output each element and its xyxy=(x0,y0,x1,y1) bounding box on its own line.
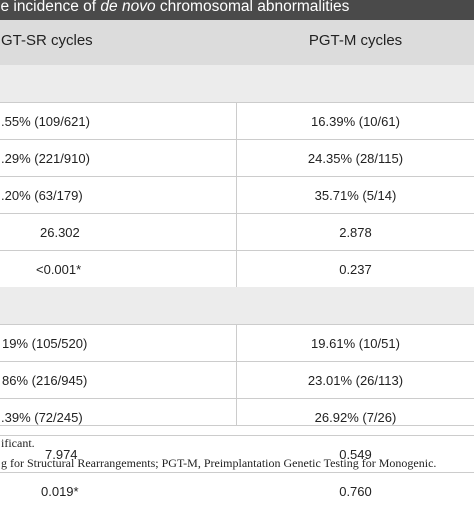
cell-pgt-sr: .39% (72/245) xyxy=(1,410,83,425)
cell-pgt-m: 0.237 xyxy=(339,262,372,277)
column-divider xyxy=(236,65,237,425)
cell-pgt-m: 26.92% (7/26) xyxy=(314,410,397,425)
cell-pgt-m: 0.549 xyxy=(339,447,372,462)
cell-pgt-m: 19.61% (10/51) xyxy=(311,336,400,351)
cell-pgt-m: 0.760 xyxy=(339,484,372,499)
header-pgt-m: PGT-M cycles xyxy=(308,32,403,49)
footnote-abbreviations: g for Structural Rearrangements; PGT-M, … xyxy=(1,456,437,470)
table-row: .20% (63/179) 35.71% (5/14) xyxy=(0,176,474,213)
cell-pgt-sr: 0.019* xyxy=(41,484,79,499)
cell-pgt-m: 2.878 xyxy=(339,225,372,240)
cell-pgt-sr: 7.974 xyxy=(45,447,78,462)
cell-pgt-sr: 86% (216/945) xyxy=(2,373,88,388)
table-header: GT-SR cycles PGT-M cycles xyxy=(0,20,474,65)
table-row: 0.019* 0.760 xyxy=(0,472,474,509)
table-row: <0.001* 0.237 xyxy=(0,250,474,287)
table-row: .39% (72/245) 26.92% (7/26) xyxy=(0,398,474,435)
title-italic: de novo xyxy=(100,0,156,15)
footnote-significance: ificant. xyxy=(1,436,35,450)
table-row: .29% (221/910) 24.35% (28/115) xyxy=(0,139,474,176)
table-body: .55% (109/621) 16.39% (10/61) .29% (221/… xyxy=(0,65,474,509)
table-row: 86% (216/945) 23.01% (26/113) xyxy=(0,361,474,398)
cell-pgt-m: 35.71% (5/14) xyxy=(314,188,397,203)
table-row: .55% (109/621) 16.39% (10/61) xyxy=(0,102,474,139)
cell-pgt-m: 16.39% (10/61) xyxy=(311,114,400,129)
title-suffix: chromosomal abnormalities xyxy=(155,0,350,15)
cell-pgt-sr: 19% (105/520) xyxy=(2,336,88,351)
header-pgt-sr: GT-SR cycles xyxy=(1,32,93,49)
section-header-row xyxy=(0,287,474,324)
table-title: ie incidence of de novo chromosomal abno… xyxy=(0,0,474,20)
cell-pgt-sr: .20% (63/179) xyxy=(1,188,83,203)
table-row: 7.974 0.549 xyxy=(0,435,474,472)
cell-pgt-sr: .29% (221/910) xyxy=(1,151,90,166)
title-prefix: ie incidence of xyxy=(0,0,101,15)
cell-pgt-sr: .55% (109/621) xyxy=(1,114,90,129)
section-header-row xyxy=(0,65,474,102)
cell-pgt-m: 24.35% (28/115) xyxy=(307,151,404,166)
cell-pgt-sr: 26.302 xyxy=(40,225,80,240)
table-footnotes: ificant. g for Structural Rearrangements… xyxy=(0,425,474,475)
cell-pgt-sr: <0.001* xyxy=(36,262,82,277)
cell-pgt-m: 23.01% (26/113) xyxy=(307,373,404,388)
table-row: 19% (105/520) 19.61% (10/51) xyxy=(0,324,474,361)
table-row: 26.302 2.878 xyxy=(0,213,474,250)
